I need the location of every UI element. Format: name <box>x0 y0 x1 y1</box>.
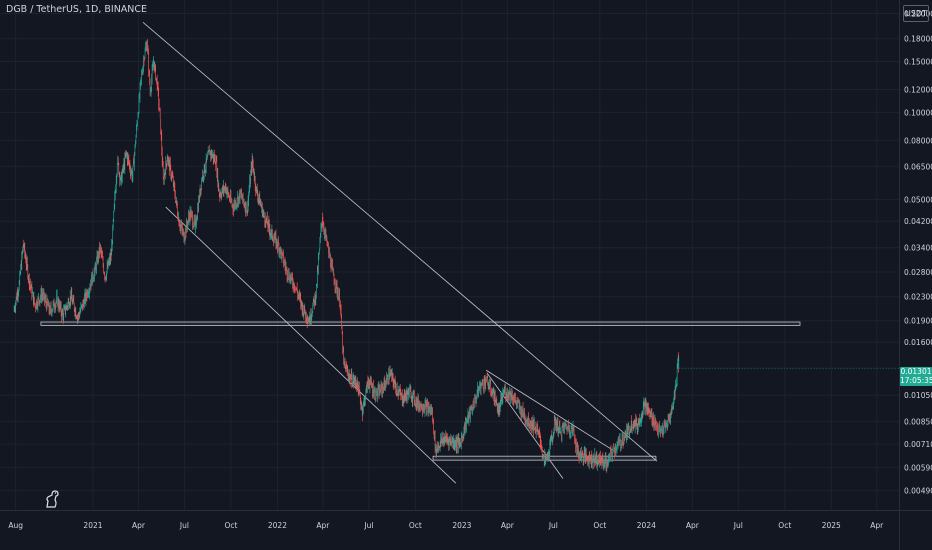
x-tick-label: Apr <box>132 521 146 530</box>
chart-grid <box>0 0 899 510</box>
last-price-value: 0.01301 <box>900 367 932 376</box>
bar-countdown: 17:05:35 <box>900 376 932 385</box>
support-zone[interactable] <box>40 321 801 326</box>
y-tick-label: 0.22000 <box>904 9 932 18</box>
x-tick-label: Apr <box>686 521 700 530</box>
x-tick-label: Oct <box>778 521 791 530</box>
x-tick-label: Oct <box>224 521 237 530</box>
trend-lines[interactable] <box>142 22 658 484</box>
y-tick-label: 0.00490 <box>904 487 932 496</box>
x-tick-label: 2023 <box>452 521 471 530</box>
x-tick-label: Apr <box>870 521 884 530</box>
y-tick-label: 0.01600 <box>904 338 932 347</box>
trend-line[interactable] <box>485 369 613 450</box>
y-tick-label: 0.15000 <box>904 58 932 67</box>
y-tick-label: 0.18000 <box>904 35 932 44</box>
y-tick-label: 0.10000 <box>904 108 932 117</box>
last-price-tag: 0.01301 17:05:35 <box>900 367 932 386</box>
trend-line[interactable] <box>142 22 658 462</box>
currency-button[interactable]: USDT <box>903 5 929 22</box>
x-tick-label: Apr <box>501 521 515 530</box>
y-tick-label: 0.00590 <box>904 463 932 472</box>
y-tick-label: 0.08000 <box>904 136 932 145</box>
x-tick-label: 2022 <box>268 521 287 530</box>
y-tick-label: 0.02300 <box>904 293 932 302</box>
y-tick-label: 0.12000 <box>904 86 932 95</box>
x-tick-label: Apr <box>316 521 330 530</box>
y-tick-label: 0.02800 <box>904 268 932 277</box>
x-tick-label: Aug <box>8 521 23 530</box>
price-series <box>13 39 899 473</box>
y-tick-label: 0.05000 <box>904 195 932 204</box>
x-tick-label: Jul <box>548 521 558 530</box>
y-tick-label: 0.03400 <box>904 244 932 253</box>
x-tick-label: Jul <box>733 521 743 530</box>
x-tick-label: Jul <box>363 521 373 530</box>
y-tick-label: 0.06500 <box>904 162 932 171</box>
x-tick-label: Jul <box>179 521 189 530</box>
y-tick-label: 0.00710 <box>904 440 932 449</box>
trend-line[interactable] <box>165 206 457 484</box>
x-tick-label: Oct <box>409 521 422 530</box>
y-tick-label: 0.04200 <box>904 217 932 226</box>
x-tick-label: Oct <box>593 521 606 530</box>
symbol-title[interactable]: DGB / TetherUS, 1D, BINANCE <box>6 4 148 15</box>
x-tick-label: 2025 <box>822 521 841 530</box>
y-tick-label: 0.00850 <box>904 418 932 427</box>
y-tick-label: 0.01050 <box>904 391 932 400</box>
x-tick-label: 2024 <box>637 521 656 530</box>
price-axis[interactable]: 0.22000 0.18000 0.15000 0.12000 0.10000 0.080… <box>904 9 932 495</box>
time-axis[interactable]: Aug 2021 Apr Jul Oct 2022 Apr Jul Oct 2023 Apr Jul O… <box>8 521 884 530</box>
x-tick-label: 2021 <box>83 521 102 530</box>
tradingview-dino-icon[interactable] <box>44 490 60 512</box>
y-tick-label: 0.01900 <box>904 317 932 326</box>
